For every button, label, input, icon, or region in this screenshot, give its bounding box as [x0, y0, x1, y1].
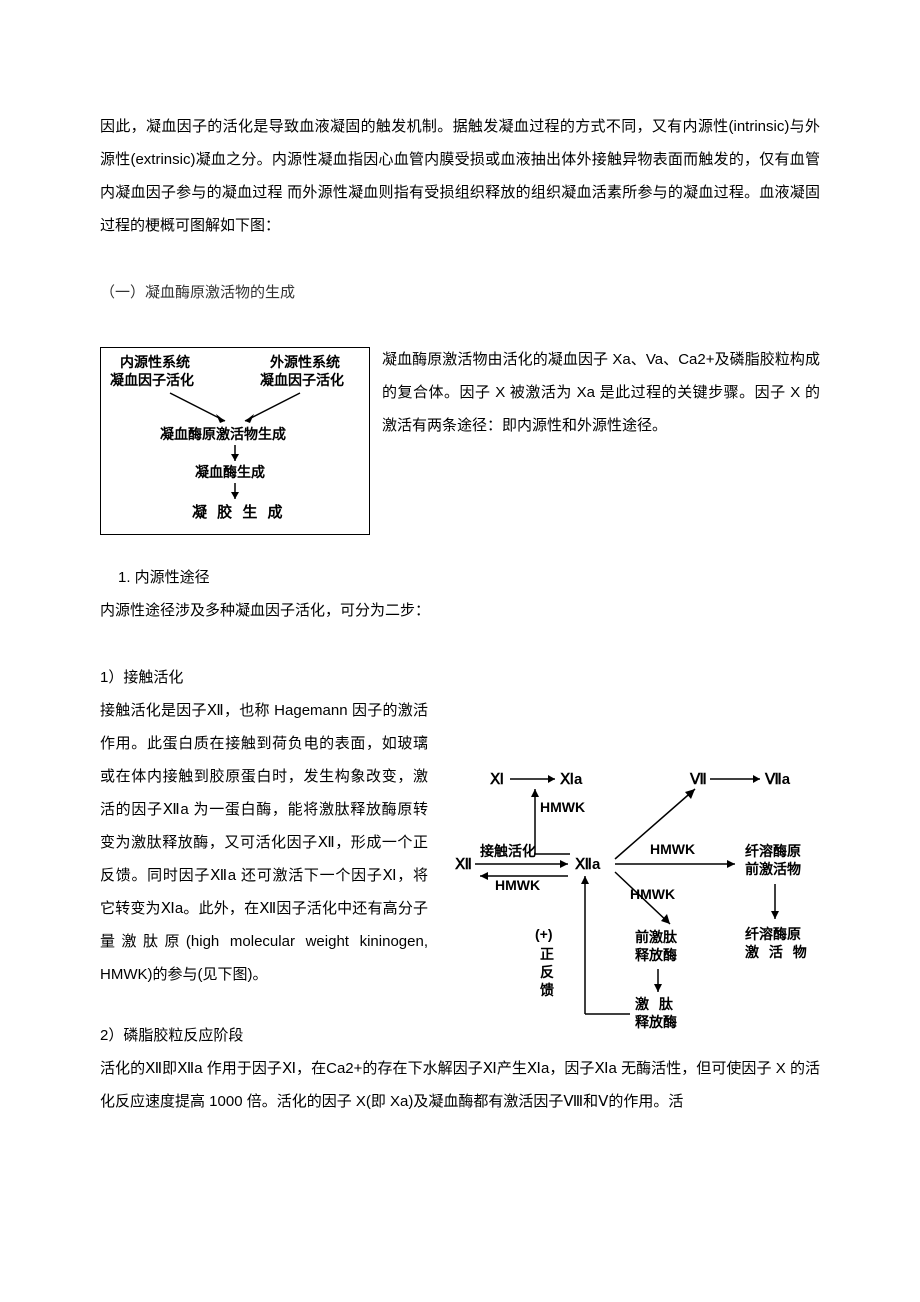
- fig2-kinin1: 激 肽: [635, 996, 676, 1012]
- fig2-fibr1: 纤溶酶原: [745, 843, 801, 859]
- fig2-fibr2: 纤溶酶原: [745, 926, 801, 942]
- fig2-hmwk1: HMWK: [540, 799, 585, 815]
- fig1-m1: 凝血酶原激活物生成: [160, 426, 286, 442]
- fig2-pos1: 正: [540, 946, 554, 962]
- fig2-XII: Ⅻ: [454, 856, 472, 873]
- fig2-fibr2b: 激 活 物: [745, 944, 810, 960]
- fig2-pos3: 馈: [540, 982, 554, 998]
- fig2-pos2: 反: [540, 964, 554, 980]
- heading-section-1: （一）凝血酶原激活物的生成: [100, 276, 820, 309]
- fig1-t2b: 凝血因子活化: [260, 372, 344, 388]
- fig2-VIIa: Ⅶa: [764, 771, 791, 788]
- figure-coagulation-overview: 内源性系统 凝血因子活化 外源性系统 凝血因子活化 凝血酶原激活物生成 凝血酶生…: [100, 347, 370, 547]
- fig2-fibr1b: 前激活物: [745, 861, 801, 877]
- paragraph-intro: 因此，凝血因子的活化是导致血液凝固的触发机制。据触发凝血过程的方式不同，又有内源…: [100, 110, 820, 242]
- fig2-VII: Ⅶ: [689, 771, 707, 788]
- fig1-m3: 凝 胶 生 成: [192, 503, 286, 521]
- paragraph-phospholipid: 活化的Ⅻ即Ⅻa 作用于因子Ⅺ，在Ca2+的存在下水解因子Ⅺ产生Ⅺa，因子Ⅺa 无…: [100, 1052, 820, 1118]
- fig2-prek1: 前激肽: [635, 929, 678, 945]
- fig2-kinin2: 释放酶: [635, 1014, 677, 1030]
- fig2-XIa: Ⅺa: [559, 771, 583, 788]
- fig2-contact: 接触活化: [480, 843, 536, 859]
- figure-contact-activation: Ⅺ Ⅺa Ⅶ Ⅶa Ⅻa HMWK HMWK HMWK Ⅻ 接触活化 HMWK …: [440, 764, 820, 1046]
- fig1-t1: 内源性系统: [120, 354, 190, 370]
- fig1-m2: 凝血酶生成: [195, 464, 265, 480]
- fig2-prek2: 释放酶: [635, 947, 677, 963]
- fig1-t1b: 凝血因子活化: [110, 372, 194, 388]
- fig2-hmwk2: HMWK: [650, 841, 695, 857]
- fig2-hmwk3: HMWK: [630, 886, 675, 902]
- paragraph-intrinsic-intro: 内源性途径涉及多种凝血因子活化，可分为二步：: [100, 594, 820, 627]
- fig1-t2: 外源性系统: [270, 354, 340, 370]
- fig2-plus: (+): [535, 926, 553, 942]
- heading-contact: 1）接触活化: [100, 661, 820, 694]
- fig2-XIIa: Ⅻa: [574, 856, 601, 873]
- heading-intrinsic: 1. 内源性途径: [100, 561, 820, 594]
- fig2-XI: Ⅺ: [489, 771, 504, 788]
- fig2-hmwk4: HMWK: [495, 877, 540, 893]
